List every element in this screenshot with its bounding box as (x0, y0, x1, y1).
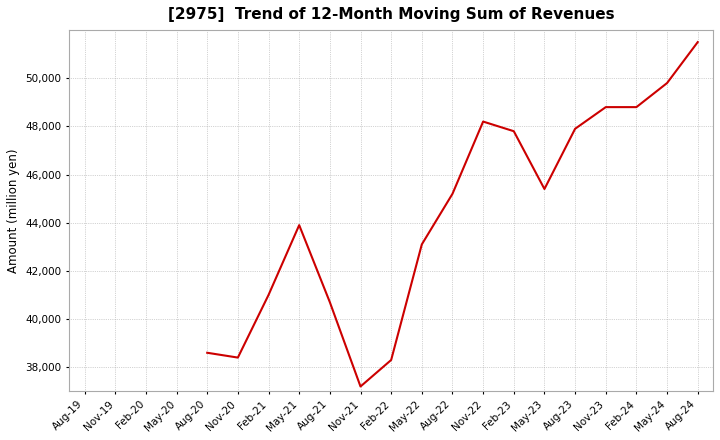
Title: [2975]  Trend of 12-Month Moving Sum of Revenues: [2975] Trend of 12-Month Moving Sum of R… (168, 7, 614, 22)
Y-axis label: Amount (million yen): Amount (million yen) (7, 148, 20, 273)
